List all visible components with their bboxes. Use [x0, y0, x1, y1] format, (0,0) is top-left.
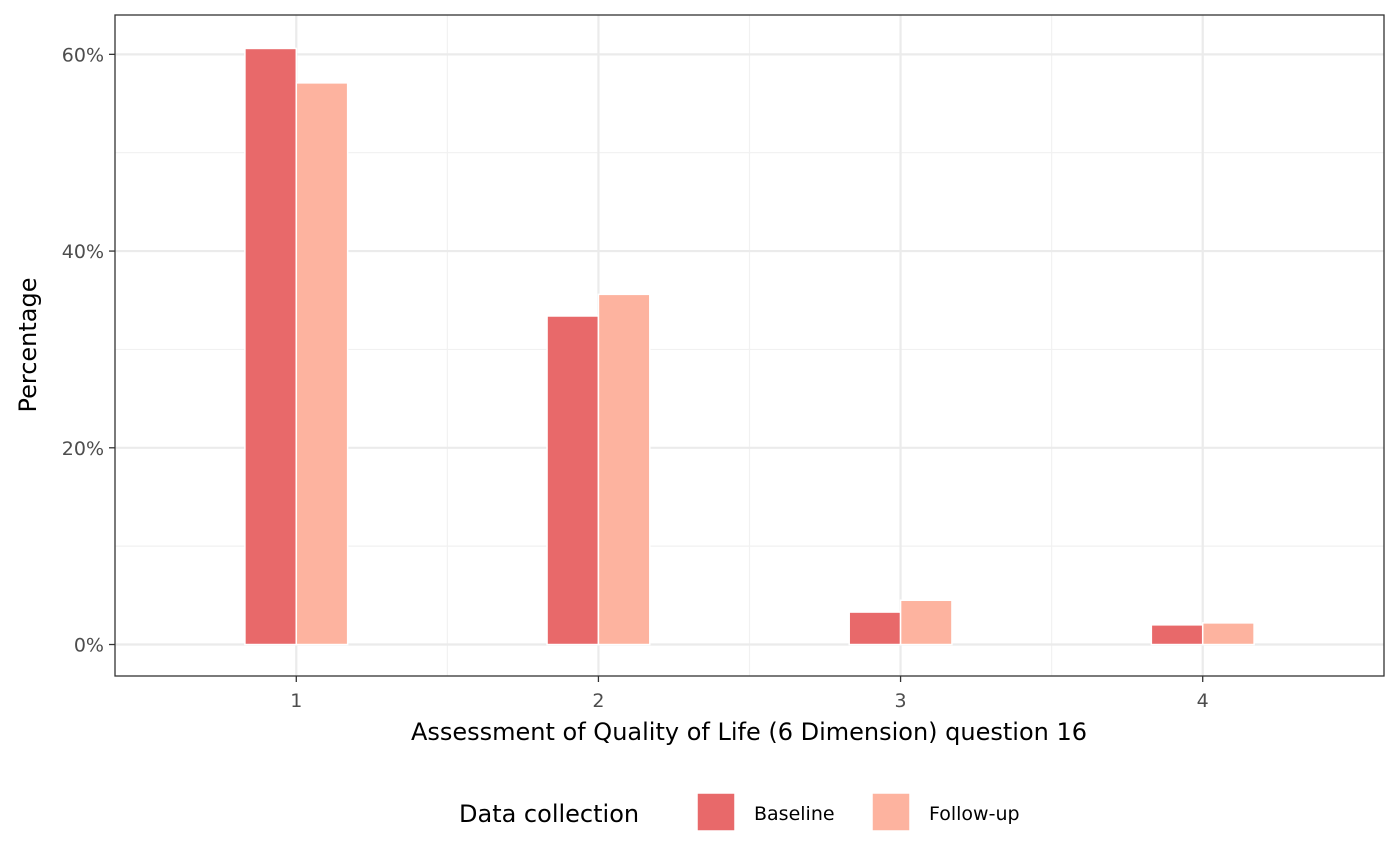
x-tick-label: 4 [1197, 690, 1209, 712]
bar-baseline-4 [1150, 624, 1204, 646]
bar-baseline-3 [848, 611, 902, 646]
x-tick-label: 1 [290, 690, 302, 712]
legend-label-baseline: Baseline [754, 803, 835, 825]
bar-follow-up-3 [899, 599, 953, 646]
x-axis: 1 2 3 4 [290, 676, 1209, 712]
legend-key-follow-up [871, 792, 911, 832]
y-tick-label: 20% [62, 438, 104, 460]
y-axis-title: Percentage [14, 277, 42, 412]
legend: Data collection Baseline Follow-up [459, 792, 1020, 832]
x-axis-title: Assessment of Quality of Life (6 Dimensi… [411, 718, 1087, 746]
x-tick-label: 2 [592, 690, 604, 712]
y-tick-label: 60% [62, 44, 104, 66]
legend-label-follow-up: Follow-up [929, 803, 1020, 825]
legend-title: Data collection [459, 800, 639, 828]
bars [244, 47, 1255, 646]
plot-border [114, 14, 1385, 677]
bar-follow-up-4 [1201, 622, 1255, 646]
x-tick-label: 3 [895, 690, 907, 712]
bar-follow-up-1 [295, 82, 349, 646]
bar-follow-up-2 [597, 293, 651, 646]
y-axis: 0% 20% 40% 60% [62, 44, 115, 657]
y-tick-label: 40% [62, 241, 104, 263]
bar-baseline-1 [244, 47, 298, 646]
y-tick-label: 0% [74, 635, 104, 657]
legend-key-baseline [696, 792, 736, 832]
bar-baseline-2 [546, 315, 600, 646]
